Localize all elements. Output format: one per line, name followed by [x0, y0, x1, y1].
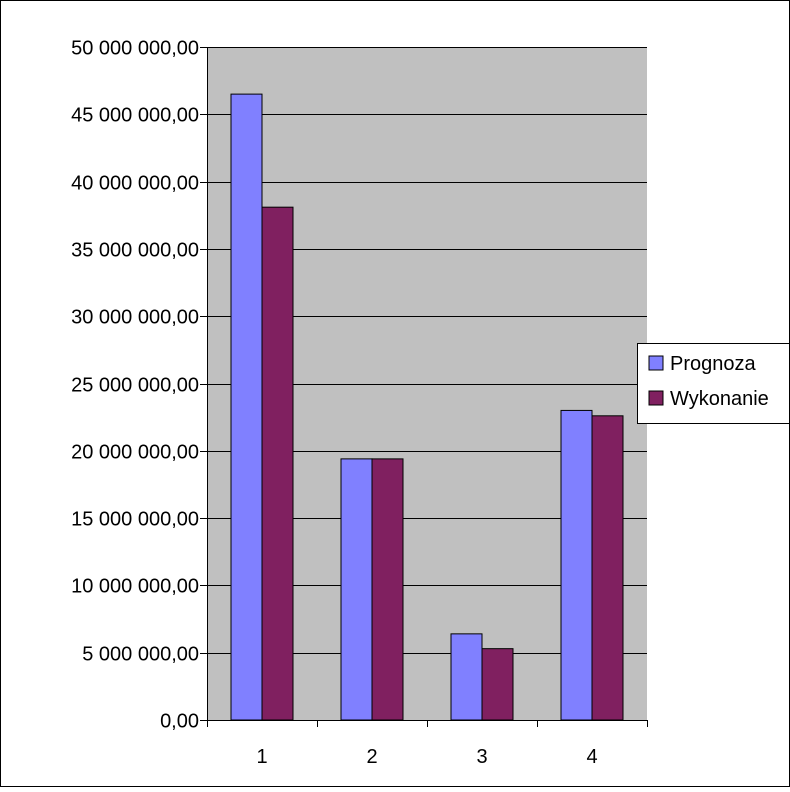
- bar-wykonanie-4: [591, 415, 624, 721]
- y-tick-label: 15 000 000,00: [71, 509, 199, 531]
- legend-swatch-wykonanie: [648, 390, 664, 406]
- y-tick-label: 30 000 000,00: [71, 307, 199, 329]
- x-tick-label: 4: [586, 746, 597, 768]
- bar-prognoza-2: [340, 458, 373, 721]
- y-tick-label: 35 000 000,00: [71, 240, 199, 262]
- x-tick-label: 3: [476, 746, 487, 768]
- legend-swatch-prognoza: [648, 355, 664, 371]
- y-tick-label: 45 000 000,00: [71, 105, 199, 127]
- plot-area: 0,00 5 000 000,00 10 000 000,00 15 000 000,…: [71, 38, 648, 768]
- bar-wykonanie-3: [481, 648, 514, 721]
- legend-label-prognoza: Prognoza: [670, 353, 756, 375]
- legend: Prognoza Wykonanie: [637, 343, 790, 424]
- legend-label-wykonanie: Wykonanie: [670, 388, 769, 410]
- y-tick-label: 10 000 000,00: [71, 576, 199, 598]
- bar-wykonanie-1: [261, 206, 294, 721]
- bar-prognoza-4: [560, 409, 593, 721]
- bar-prognoza-1: [230, 93, 263, 721]
- y-tick-label: 40 000 000,00: [71, 173, 199, 195]
- bar-prognoza-3: [450, 633, 483, 721]
- x-tick-label: 1: [256, 746, 267, 768]
- y-tick-label: 20 000 000,00: [71, 442, 199, 464]
- x-tick-label: 2: [366, 746, 377, 768]
- y-tick-label: 25 000 000,00: [71, 375, 199, 397]
- y-tick-label: 5 000 000,00: [82, 644, 199, 666]
- y-tick-label: 50 000 000,00: [71, 38, 199, 60]
- bar-wykonanie-2: [371, 458, 404, 721]
- y-tick-label: 0,00: [160, 711, 199, 733]
